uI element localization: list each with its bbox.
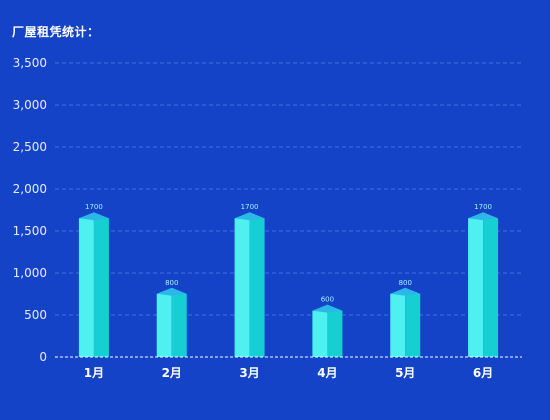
x-tick-label: 5月	[395, 366, 415, 380]
bar-top	[390, 287, 421, 296]
bar: 600	[312, 296, 343, 357]
bar: 1700	[234, 203, 265, 357]
bar-face-right	[249, 218, 265, 357]
bar-top	[312, 304, 343, 313]
y-axis-ticks: 0 500 1,000 1,500 2,000 2,500 3,000 3,500	[13, 56, 47, 364]
bar: 1700	[468, 203, 499, 357]
x-tick-label: 3月	[239, 366, 259, 380]
bar-value-label: 600	[321, 296, 334, 304]
x-axis-labels: 1月 2月 3月 4月 5月 6月	[84, 366, 494, 380]
bars: 1700 800 1700 600 800 1700	[78, 203, 499, 357]
y-tick-label: 2,500	[13, 140, 47, 154]
bar-value-label: 1700	[474, 203, 492, 211]
bar-face-right	[171, 293, 187, 357]
y-tick-label: 500	[24, 308, 47, 322]
y-tick-label: 1,500	[13, 224, 47, 238]
bar-face-right	[405, 293, 421, 357]
x-tick-label: 6月	[473, 366, 493, 380]
y-tick-label: 0	[39, 350, 47, 364]
bar-top	[78, 212, 109, 221]
grid-lines	[55, 62, 522, 316]
x-tick-label: 2月	[162, 366, 182, 380]
bar-top	[468, 212, 499, 221]
bar-value-label: 800	[165, 279, 178, 287]
bar-top	[234, 212, 265, 221]
bar-face-right	[93, 218, 109, 357]
y-tick-label: 3,500	[13, 56, 47, 70]
bar-face-left	[468, 218, 484, 357]
bar-value-label: 1700	[241, 203, 259, 211]
bar-face-left	[234, 218, 250, 357]
bar: 800	[156, 279, 187, 357]
bar-face-left	[312, 310, 328, 357]
y-tick-label: 1,000	[13, 266, 47, 280]
bar-value-label: 800	[399, 279, 412, 287]
bar: 1700	[78, 203, 109, 357]
bar: 800	[390, 279, 421, 357]
y-tick-label: 2,000	[13, 182, 47, 196]
y-tick-label: 3,000	[13, 98, 47, 112]
bar-face-left	[390, 293, 406, 357]
bar-top	[156, 287, 187, 296]
bar-value-label: 1700	[85, 203, 103, 211]
chart-title: 厂屋租凭统计：	[12, 25, 100, 39]
bar-face-right	[483, 218, 499, 357]
x-tick-label: 4月	[317, 366, 337, 380]
bar-face-left	[78, 218, 94, 357]
x-tick-label: 1月	[84, 366, 104, 380]
bar-face-right	[327, 310, 343, 357]
bar-face-left	[156, 293, 172, 357]
